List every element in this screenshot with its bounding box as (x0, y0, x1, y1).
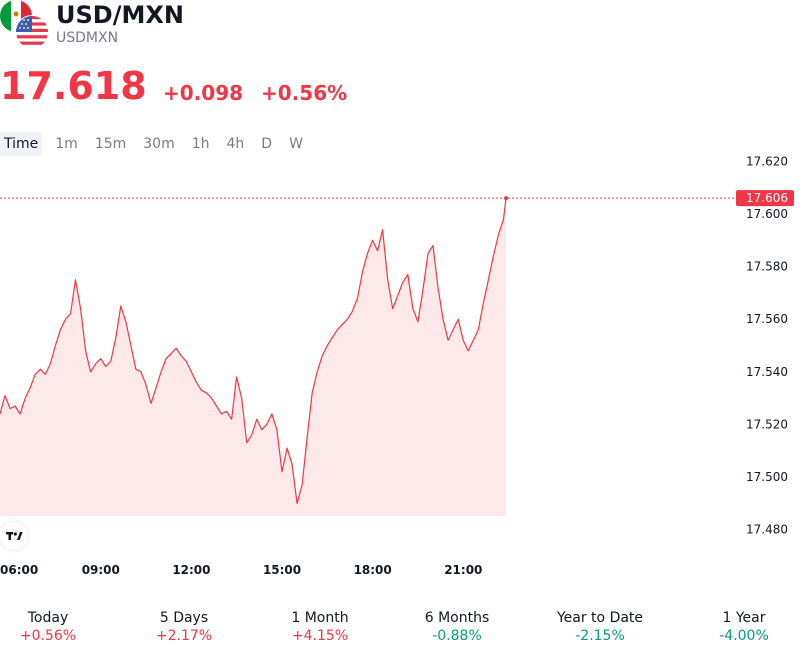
perf-label: Year to Date (556, 610, 644, 626)
flag-icons (0, 0, 49, 49)
symbol-title: USD/MXN (56, 1, 184, 29)
perf-value: +0.56% (19, 628, 77, 644)
last-price-label-bg (736, 190, 794, 207)
x-axis: 06:00 09:00 12:00 15:00 18:00 21:00 (0, 563, 482, 577)
x-tick-label: 09:00 (82, 563, 120, 577)
perf-value: -0.88% (432, 628, 482, 644)
y-tick-label: 17.620 (746, 156, 788, 168)
last-price-label-text: 17.606 (746, 191, 788, 205)
y-axis: 17.620 17.600 17.580 17.560 17.540 17.520 17.5… (746, 156, 788, 537)
x-tick-label: 21:00 (444, 563, 482, 577)
x-tick-label: 15:00 (263, 563, 301, 577)
performance-bar: Today +0.56% 5 Days +2.17% 1 Month +4.15… (0, 600, 800, 658)
tab-interval-1m[interactable]: 1m (55, 136, 78, 152)
perf-6-months[interactable]: 6 Months -0.88% (397, 610, 517, 644)
price-chart[interactable]: 17.620 17.600 17.580 17.560 17.540 17.520 17.5… (0, 156, 800, 586)
y-tick-label: 17.600 (746, 207, 788, 221)
x-tick-label: 06:00 (0, 563, 38, 577)
x-tick-label: 18:00 (354, 563, 392, 577)
perf-today[interactable]: Today +0.56% (0, 610, 108, 644)
perf-label: Today (27, 610, 69, 626)
y-tick-label: 17.580 (746, 260, 788, 274)
tab-interval-time[interactable]: Time (0, 132, 43, 156)
tab-interval-15m[interactable]: 15m (94, 136, 127, 152)
price-area-fill (0, 198, 506, 516)
perf-1-month[interactable]: 1 Month +4.15% (260, 610, 380, 644)
perf-label: 1 Month (291, 610, 349, 626)
y-tick-label: 17.520 (746, 417, 788, 431)
perf-year-to-date[interactable]: Year to Date -2.15% (540, 610, 660, 644)
tab-interval-30m[interactable]: 30m (143, 136, 175, 152)
perf-1-year[interactable]: 1 Year -4.00% (684, 610, 800, 644)
usa-flag-icon (16, 16, 48, 48)
perf-5-days[interactable]: 5 Days +2.17% (124, 610, 244, 644)
price-line (0, 198, 507, 504)
last-price-dot (504, 196, 508, 201)
interval-tabs: Time 1m 15m 30m 1h 4h D W (0, 132, 316, 156)
perf-value: +2.17% (155, 628, 213, 644)
last-price-label: 17.606 (736, 190, 794, 207)
perf-value: -4.00% (719, 628, 769, 644)
tradingview-logo-icon (6, 532, 23, 540)
perf-label: 5 Days (159, 610, 209, 626)
symbol-ticker: USDMXN (56, 30, 119, 46)
x-tick-label: 12:00 (172, 563, 210, 577)
y-tick-label: 17.560 (746, 312, 788, 326)
perf-value: -2.15% (575, 628, 625, 644)
y-tick-label: 17.540 (746, 365, 788, 379)
last-price: 17.618 (0, 64, 147, 108)
price-change-percent: +0.56% (261, 81, 348, 105)
tab-interval-4h[interactable]: 4h (226, 136, 245, 152)
perf-label: 1 Year (722, 610, 766, 626)
tab-interval-w[interactable]: W (289, 136, 303, 152)
y-tick-label: 17.480 (746, 523, 788, 537)
perf-label: 6 Months (424, 610, 490, 626)
perf-value: +4.15% (291, 628, 349, 644)
y-tick-label: 17.500 (746, 470, 788, 484)
symbol-header: USD/MXN USDMXN (0, 0, 800, 60)
price-change: +0.098 (163, 81, 244, 105)
tab-interval-d[interactable]: D (261, 136, 273, 152)
tradingview-logo[interactable] (0, 522, 28, 550)
tab-interval-1h[interactable]: 1h (191, 136, 210, 152)
